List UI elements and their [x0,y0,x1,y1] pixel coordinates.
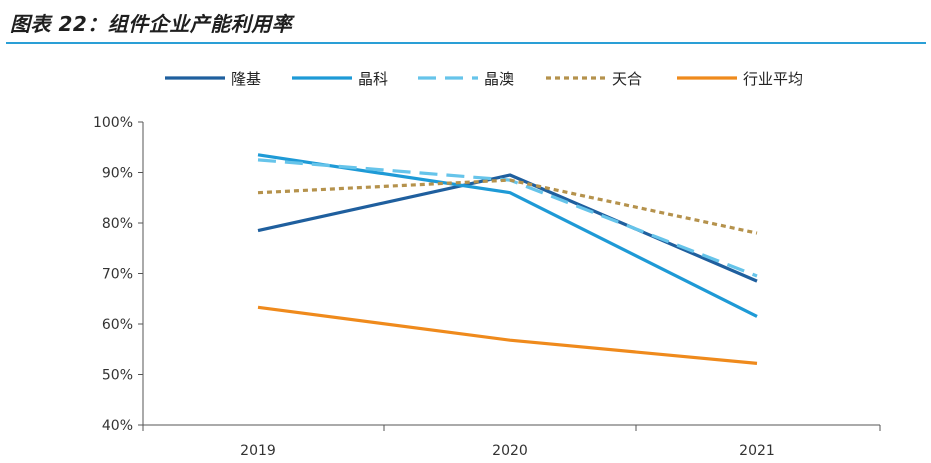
chart-legend: 隆基 晶科 晶澳 天合 行业平均 [165,70,803,88]
y-tick-label: 90% [102,166,133,182]
y-tick-label: 40% [102,418,133,434]
series-line [257,305,758,365]
chart-series [257,153,758,365]
series-line [257,173,758,283]
x-tick-label: 2020 [492,443,528,459]
y-tick-label: 50% [102,368,133,384]
legend-label: 行业平均 [743,70,803,88]
x-tick-label: 2019 [240,443,276,459]
header-divider [6,42,926,44]
legend-label: 天合 [612,70,642,88]
series-line [257,178,758,235]
legend-label: 晶澳 [484,70,514,88]
y-tick-label: 70% [102,267,133,283]
y-tick-label: 100% [93,115,133,131]
chart-axes: 40% 50% 60% 70% 80% 90% 100% 2019 2020 2021 [93,115,881,459]
legend-label: 晶科 [358,70,388,88]
series-line [257,158,758,278]
chart-title: 图表 22：组件企业产能利用率 [10,12,293,36]
y-tick-label: 80% [102,216,133,232]
x-tick-label: 2021 [739,443,775,459]
legend-label: 隆基 [231,70,261,88]
chart-header: 图表 22：组件企业产能利用率 [0,0,931,44]
y-tick-label: 60% [102,317,133,333]
